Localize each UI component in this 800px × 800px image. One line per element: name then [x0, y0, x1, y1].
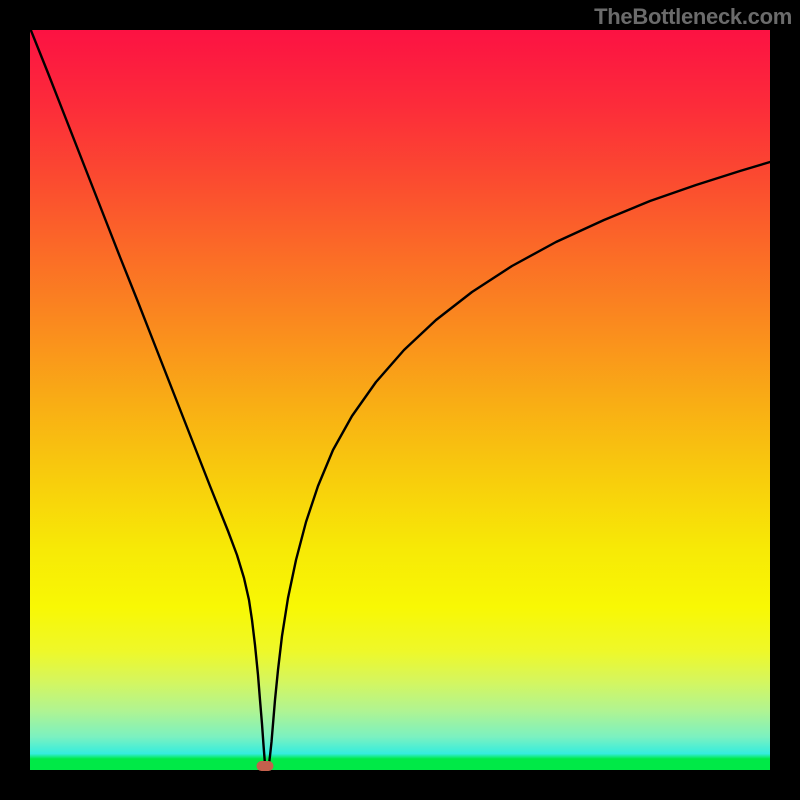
chart-frame: TheBottleneck.com	[0, 0, 800, 800]
watermark-text: TheBottleneck.com	[594, 0, 800, 30]
curve-left-branch	[30, 30, 265, 764]
notch-marker	[257, 761, 274, 771]
curve-right-branch	[269, 162, 770, 764]
plot-area	[30, 30, 770, 770]
curve-svg	[30, 30, 770, 770]
